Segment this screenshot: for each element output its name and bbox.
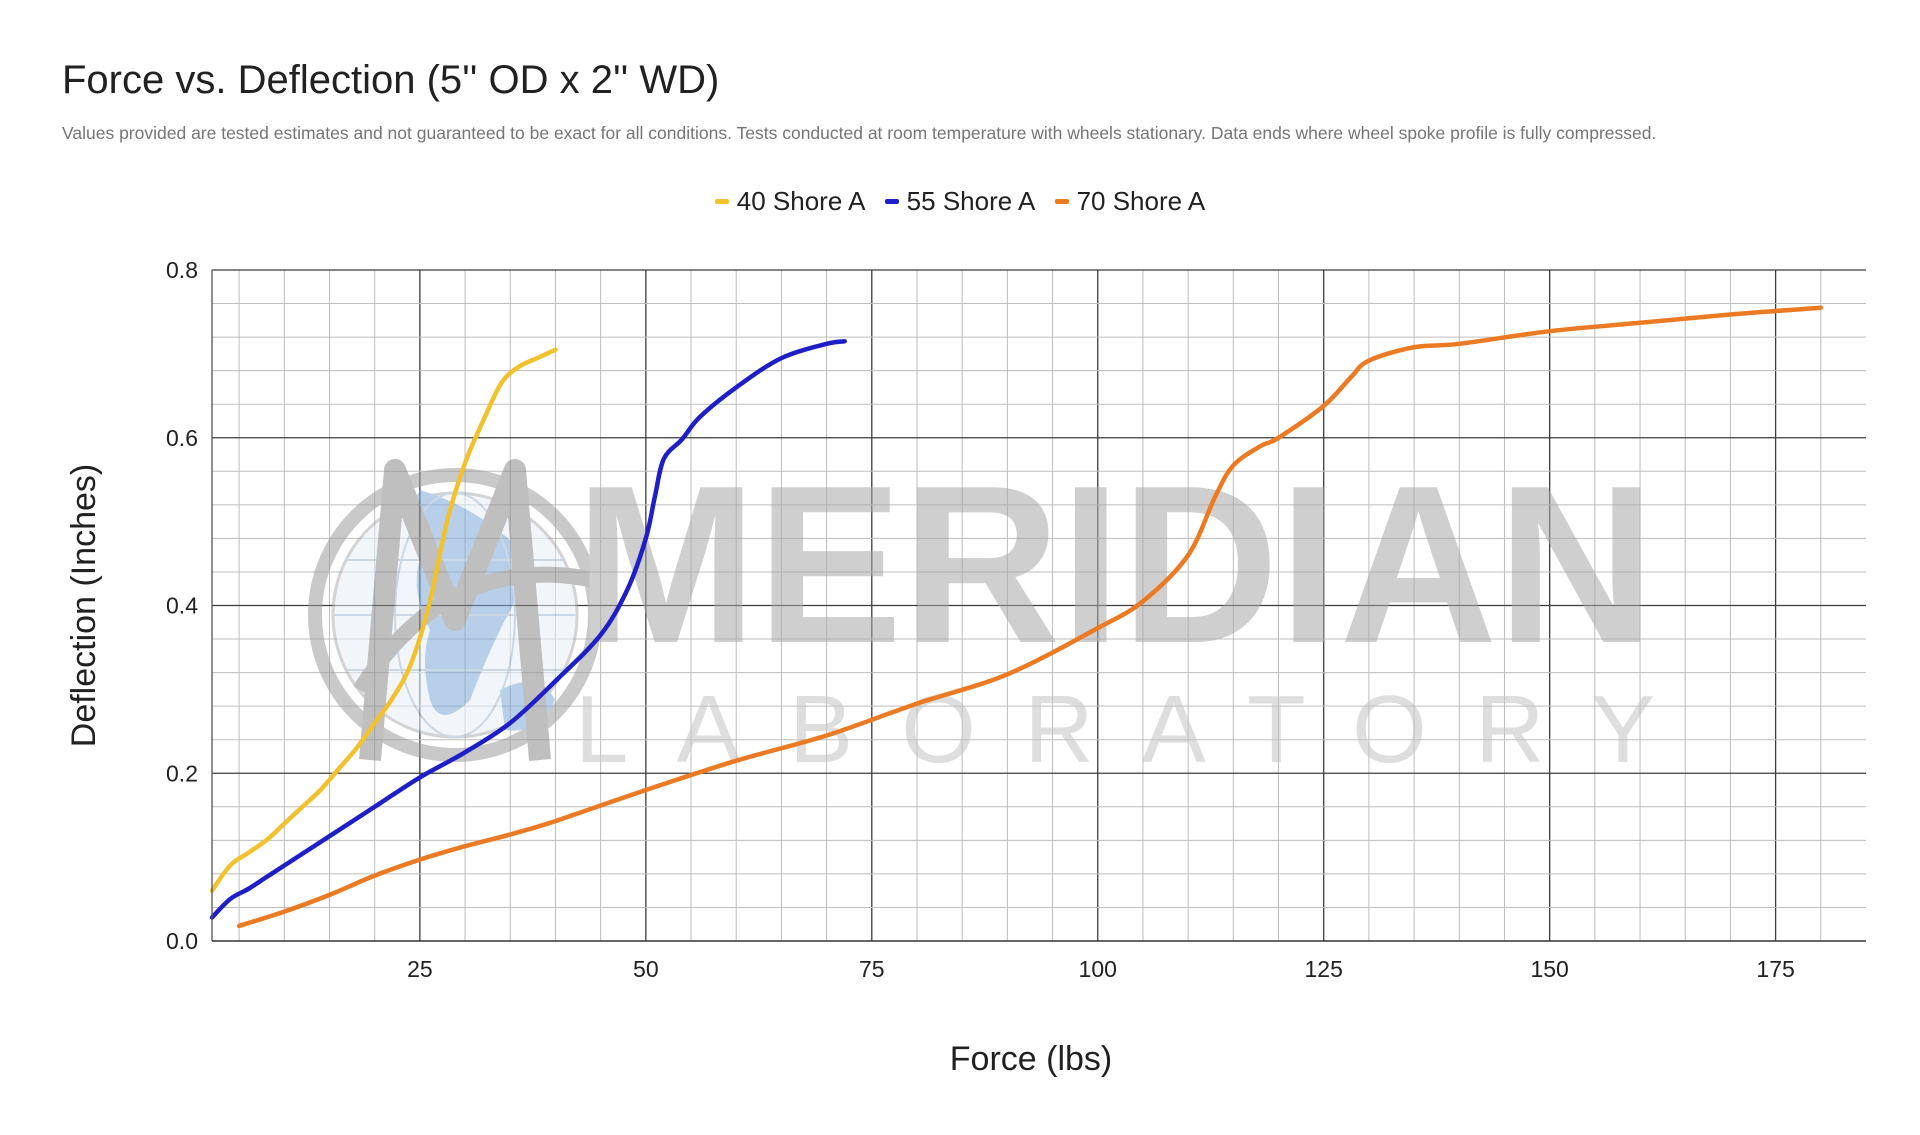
y-tick-label: 0.4 xyxy=(166,593,198,619)
legend-label-70: 70 Shore A xyxy=(1076,186,1206,216)
x-axis-title: Force (lbs) xyxy=(950,1040,1112,1078)
meridian-watermark: MERIDIAN LABORATORY xyxy=(308,438,1655,783)
legend-swatch-40 xyxy=(714,198,729,204)
legend: 40 Shore A 55 Shore A 70 Shore A xyxy=(0,186,1920,217)
x-tick-label: 75 xyxy=(859,956,885,982)
legend-label-55: 55 Shore A xyxy=(906,186,1036,216)
grid xyxy=(212,269,1866,941)
meridian-globe-logo-icon xyxy=(308,459,618,762)
x-tick-label: 150 xyxy=(1530,956,1568,982)
axes: 25 50 75 100 125 150 175 0.0 0.2 0.4 0.6 0.8 Force (… xyxy=(65,257,1866,1078)
chart-title: Force vs. Deflection (5'' OD x 2'' WD) xyxy=(62,58,720,102)
legend-swatch-55 xyxy=(884,198,899,204)
legend-item-40-shore-a[interactable]: 40 Shore A xyxy=(714,186,866,217)
series-lines xyxy=(209,305,1824,929)
series-line-40-shore-a xyxy=(209,347,558,893)
watermark-subtitle: LABORATORY xyxy=(575,676,1655,783)
legend-swatch-70 xyxy=(1054,198,1069,204)
x-tick-label: 50 xyxy=(633,956,659,982)
x-tick-label: 175 xyxy=(1756,956,1794,982)
x-tick-label: 100 xyxy=(1079,956,1117,982)
series-line-55-shore-a xyxy=(209,339,847,920)
legend-item-70-shore-a[interactable]: 70 Shore A xyxy=(1054,186,1206,217)
y-tick-label: 0.2 xyxy=(166,760,198,786)
chart-subtitle: Values provided are tested estimates and… xyxy=(62,123,1657,143)
y-tick-label: 0.6 xyxy=(166,425,198,451)
legend-item-55-shore-a[interactable]: 55 Shore A xyxy=(884,186,1036,217)
y-axis-title: Deflection (Inches) xyxy=(65,464,103,747)
x-tick-label: 25 xyxy=(407,956,433,982)
y-tick-label: 0.0 xyxy=(166,928,198,954)
watermark-wordmark: MERIDIAN xyxy=(575,438,1655,690)
x-tick-label: 125 xyxy=(1305,956,1343,982)
series-line-70-shore-a xyxy=(236,305,1824,929)
legend-label-40: 40 Shore A xyxy=(736,186,866,216)
y-tick-label: 0.8 xyxy=(166,257,198,283)
